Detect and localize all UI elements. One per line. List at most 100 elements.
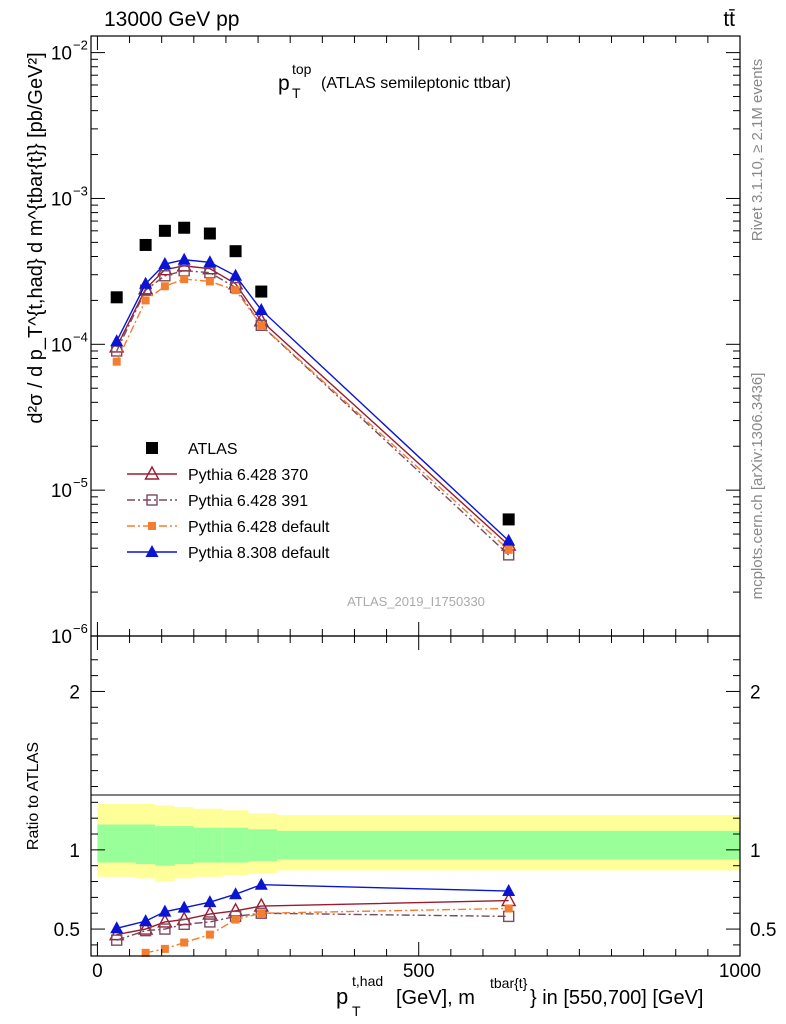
y-tick-label: 10 bbox=[51, 335, 72, 356]
ratio-point bbox=[141, 948, 150, 957]
series-line-3 bbox=[116, 278, 510, 551]
data-point bbox=[158, 257, 172, 270]
xlabel-sup: t,had bbox=[352, 973, 383, 989]
data-point bbox=[229, 245, 242, 258]
data-point bbox=[255, 285, 268, 298]
data-point bbox=[203, 255, 217, 268]
legend-label: ATLAS bbox=[188, 441, 238, 458]
data-point bbox=[112, 357, 121, 366]
data-point bbox=[158, 224, 171, 237]
x-tick-label: 1000 bbox=[719, 961, 761, 982]
legend-label: Pythia 6.428 default bbox=[188, 519, 330, 536]
data-point bbox=[257, 321, 266, 330]
ratio-y-tick-label: 1 bbox=[69, 841, 80, 862]
x-tick-label: 0 bbox=[92, 961, 103, 982]
rivet-label: Rivet 3.1.10, ≥ 2.1M events bbox=[749, 59, 766, 242]
ratio-point bbox=[229, 887, 243, 900]
legend-marker bbox=[146, 442, 158, 454]
y-tick-label: 10 bbox=[51, 481, 72, 502]
ratio-line-0 bbox=[116, 899, 509, 936]
data-point bbox=[110, 291, 123, 304]
analysis-label: ATLAS_2019_I1750330 bbox=[347, 594, 485, 609]
ratio-y-tick-label-right: 2 bbox=[750, 682, 761, 703]
data-point bbox=[180, 275, 189, 284]
ratio-point bbox=[177, 900, 191, 913]
ratio-point bbox=[231, 915, 240, 924]
x-axis-label: p t,had T [GeV], m tbar{t} } in [550,700… bbox=[336, 973, 703, 1019]
uncertainty-band-inner bbox=[222, 827, 249, 863]
data-point bbox=[177, 252, 191, 265]
data-point bbox=[139, 276, 153, 289]
ratio-y-tick-label: 2 bbox=[69, 682, 80, 703]
data-point bbox=[159, 270, 171, 282]
ratio-line-1 bbox=[116, 912, 509, 941]
legend-marker bbox=[148, 522, 156, 530]
ratio-point bbox=[180, 938, 189, 947]
data-point bbox=[110, 334, 124, 347]
header-left: 13000 GeV pp bbox=[104, 8, 239, 31]
y-tick-label: 10 bbox=[51, 627, 72, 648]
y-tick-label: 10 bbox=[51, 189, 72, 210]
title-p: p bbox=[278, 72, 290, 95]
ratio-ticks: 0.5 0.5 1 1 2 2 0 500 1000 bbox=[54, 636, 776, 982]
y-tick-exponent: −5 bbox=[73, 475, 88, 490]
y-tick-exponent: −4 bbox=[73, 329, 88, 344]
ratio-point bbox=[110, 921, 124, 934]
main-ylabel: d²σ / d p_T^{t,had} d m^{tbar{t}} [pb/Ge… bbox=[25, 52, 47, 423]
data-point bbox=[141, 296, 150, 305]
y-tick-label: 10 bbox=[51, 44, 72, 65]
xlabel-rest: } in [550,700] [GeV] bbox=[530, 987, 703, 1009]
legend-label: Pythia 6.428 391 bbox=[188, 493, 308, 510]
uncertainty-band-inner bbox=[135, 824, 156, 865]
legend-marker bbox=[144, 465, 160, 480]
data-point bbox=[231, 286, 240, 295]
x-tick-label: 500 bbox=[403, 961, 435, 982]
legend-label: Pythia 6.428 370 bbox=[188, 467, 308, 484]
y-tick-exponent: −2 bbox=[73, 38, 88, 53]
legend-marker bbox=[146, 494, 158, 506]
title-rest: (ATLAS semileptonic ttbar) bbox=[321, 75, 511, 92]
data-point bbox=[160, 282, 169, 291]
ratio-point bbox=[254, 877, 268, 890]
data-point bbox=[205, 277, 214, 286]
main-title: p bbox=[278, 72, 290, 95]
data-point bbox=[229, 268, 243, 281]
ratio-point bbox=[158, 904, 172, 917]
data-point bbox=[255, 319, 267, 332]
data-point bbox=[502, 533, 516, 546]
xlabel-p: p bbox=[336, 984, 348, 1009]
uncertainty-band-inner bbox=[193, 827, 223, 863]
uncertainty-band-inner bbox=[97, 824, 136, 863]
ratio-point bbox=[202, 905, 218, 920]
ratio-point bbox=[111, 934, 123, 946]
ratio-point bbox=[160, 944, 169, 953]
data-point bbox=[254, 302, 268, 315]
y-tick-exponent: −6 bbox=[73, 621, 88, 636]
ratio-bands bbox=[97, 803, 740, 882]
header-right: tt̄ bbox=[723, 8, 735, 31]
legend: ATLAS Pythia 6.428 370 Pythia 6.428 391 Pyt… bbox=[127, 441, 330, 562]
ratio-y-tick-label-right: 1 bbox=[750, 841, 761, 862]
series-line-1 bbox=[116, 265, 510, 546]
xlabel-sub: T bbox=[352, 1003, 361, 1019]
ratio-ylabel: Ratio to ATLAS bbox=[25, 742, 42, 850]
ratio-point bbox=[504, 904, 513, 913]
uncertainty-band-inner bbox=[174, 826, 194, 865]
ratio-y-tick-label-right: 0.5 bbox=[750, 920, 776, 941]
title-sub: T bbox=[292, 85, 301, 101]
ratio-point bbox=[137, 920, 154, 935]
ratio-point bbox=[205, 930, 214, 939]
ratio-frame bbox=[90, 635, 741, 957]
ratio-y-tick-label: 0.5 bbox=[54, 920, 80, 941]
data-point bbox=[504, 545, 513, 554]
ratio-point bbox=[257, 909, 266, 918]
y-tick-exponent: −3 bbox=[73, 183, 88, 198]
ratio-point bbox=[502, 884, 516, 897]
data-point bbox=[139, 238, 152, 251]
ratio-point bbox=[157, 913, 173, 928]
ratio-point bbox=[178, 918, 190, 931]
legend-marker bbox=[145, 545, 159, 557]
main-series bbox=[109, 221, 517, 561]
legend-label: Pythia 8.308 default bbox=[188, 545, 330, 562]
